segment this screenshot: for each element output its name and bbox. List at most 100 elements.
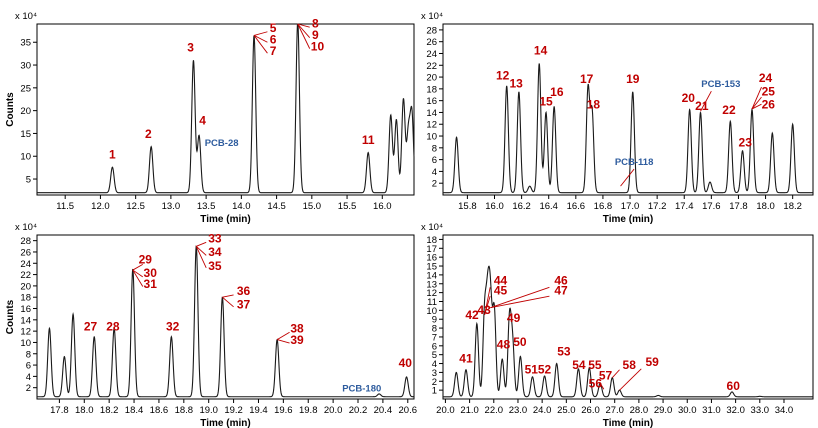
- peak-apex: [112, 167, 113, 168]
- x-tick-label: 16.2: [512, 201, 531, 212]
- peak-label: 23: [739, 136, 753, 150]
- x-tick-label: 15.8: [458, 201, 477, 212]
- pcb-label: PCB-180: [342, 384, 381, 395]
- y-tick-label: 6: [432, 155, 437, 166]
- x-tick-label: 16.6: [567, 201, 586, 212]
- peak-label: 14: [534, 44, 548, 58]
- y-tick-label: 20: [426, 73, 437, 84]
- peak-label: 30: [144, 266, 158, 280]
- peak-label: 55: [588, 358, 602, 372]
- peak-apex: [532, 376, 533, 377]
- x-tick-label: 19.8: [299, 405, 318, 416]
- chromatogram-trace: [37, 23, 415, 194]
- y-tick-label: 17: [426, 244, 437, 255]
- peak-apex: [193, 60, 194, 61]
- y-tick-label: 24: [426, 49, 437, 60]
- y-tick-label: 12: [20, 327, 31, 338]
- y-tick-label: 2: [432, 377, 437, 388]
- x-tick-label: 14.0: [232, 201, 251, 212]
- y-tick-label: 28: [426, 25, 437, 36]
- peak-label: 41: [459, 352, 473, 366]
- peak-apex: [556, 363, 557, 364]
- x-tick-label: 17.4: [675, 201, 694, 212]
- y-tick-label: 10: [20, 338, 31, 349]
- peak-apex: [476, 323, 477, 324]
- peak-label: 5: [270, 21, 277, 35]
- peak-label: 36: [237, 284, 251, 298]
- x-tick-label: 31.0: [702, 405, 721, 416]
- peak-apex: [520, 356, 521, 357]
- y-tick-label: 16: [20, 304, 31, 315]
- y-tick-label: 4: [432, 359, 437, 370]
- y-tick-label: 3: [432, 368, 437, 379]
- x-tick-label: 20.6: [399, 405, 418, 416]
- peak-label: 59: [646, 355, 660, 369]
- x-tick-label: 17.8: [50, 405, 69, 416]
- leader-line: [195, 246, 207, 268]
- peak-label: 48: [497, 337, 511, 351]
- y-tick-label: 8: [432, 324, 437, 335]
- peak-apex: [411, 115, 412, 116]
- x-tick-label: 17.8: [729, 201, 748, 212]
- peak-label: 3: [187, 40, 194, 54]
- y-tick-label: 26: [426, 37, 437, 48]
- y-tick-label: 18: [20, 293, 31, 304]
- y-tick-label: 18: [426, 84, 437, 95]
- y-tick-label: 6: [26, 361, 31, 372]
- peak-label: 21: [695, 99, 709, 113]
- peak-label: 18: [587, 97, 601, 111]
- peak-label: 10: [311, 39, 325, 53]
- leader-line: [297, 23, 311, 38]
- plot-frame: [442, 234, 814, 400]
- peak-apex: [403, 99, 404, 100]
- leader-line: [297, 23, 311, 49]
- peak-label: 4: [199, 113, 206, 127]
- x-tick-label: 27.0: [605, 405, 624, 416]
- leader-line: [132, 269, 144, 287]
- y-axis-title: Counts: [5, 299, 16, 334]
- y-tick-label: 22: [426, 61, 437, 72]
- y-tick-label: 14: [426, 270, 437, 281]
- peak-label: 52: [538, 362, 552, 376]
- x-tick-label: 18.4: [125, 405, 144, 416]
- x-tick-label: 18.2: [100, 405, 119, 416]
- y-tick-label: 16: [426, 96, 437, 107]
- peak-label: 27: [84, 320, 98, 334]
- x-tick-label: 18.0: [75, 405, 94, 416]
- peak-label: 39: [290, 333, 304, 347]
- peak-label: 16: [550, 85, 564, 99]
- peak-label: 50: [513, 335, 527, 349]
- x-axis-title: Time (min): [200, 418, 250, 428]
- peak-label: 1: [109, 148, 116, 162]
- leader-line: [611, 369, 620, 379]
- peak-label: 29: [139, 252, 153, 266]
- leader-line: [490, 286, 550, 309]
- leader-line: [277, 339, 290, 344]
- x-tick-label: 17.6: [702, 201, 721, 212]
- y-tick-label: 25: [20, 83, 31, 94]
- peak-label: 43: [477, 303, 491, 317]
- peak-apex: [406, 376, 407, 377]
- x-tick-label: 15.0: [303, 201, 322, 212]
- x-tick-label: 18.0: [756, 201, 775, 212]
- y-tick-label: 8: [432, 143, 437, 154]
- leader-line: [222, 296, 234, 308]
- y-tick-label: 30: [20, 61, 31, 72]
- x-tick-label: 32.0: [726, 405, 745, 416]
- peak-label: 6: [270, 33, 277, 47]
- leader-line: [700, 91, 712, 112]
- peak-label: 7: [270, 44, 277, 58]
- leader-line: [253, 31, 268, 36]
- peak-label: 32: [166, 320, 180, 334]
- peak-apex: [545, 112, 546, 113]
- peak-label: 56: [589, 376, 603, 390]
- y-scale-label: x 10⁴: [421, 222, 443, 233]
- x-axis-title: Time (min): [603, 214, 653, 225]
- leader-line: [253, 34, 268, 43]
- chromatogram-trace: [443, 265, 813, 398]
- peak-apex: [632, 91, 633, 92]
- peak-apex: [502, 359, 503, 360]
- peak-apex: [456, 137, 457, 138]
- y-tick-label: 35: [20, 38, 31, 49]
